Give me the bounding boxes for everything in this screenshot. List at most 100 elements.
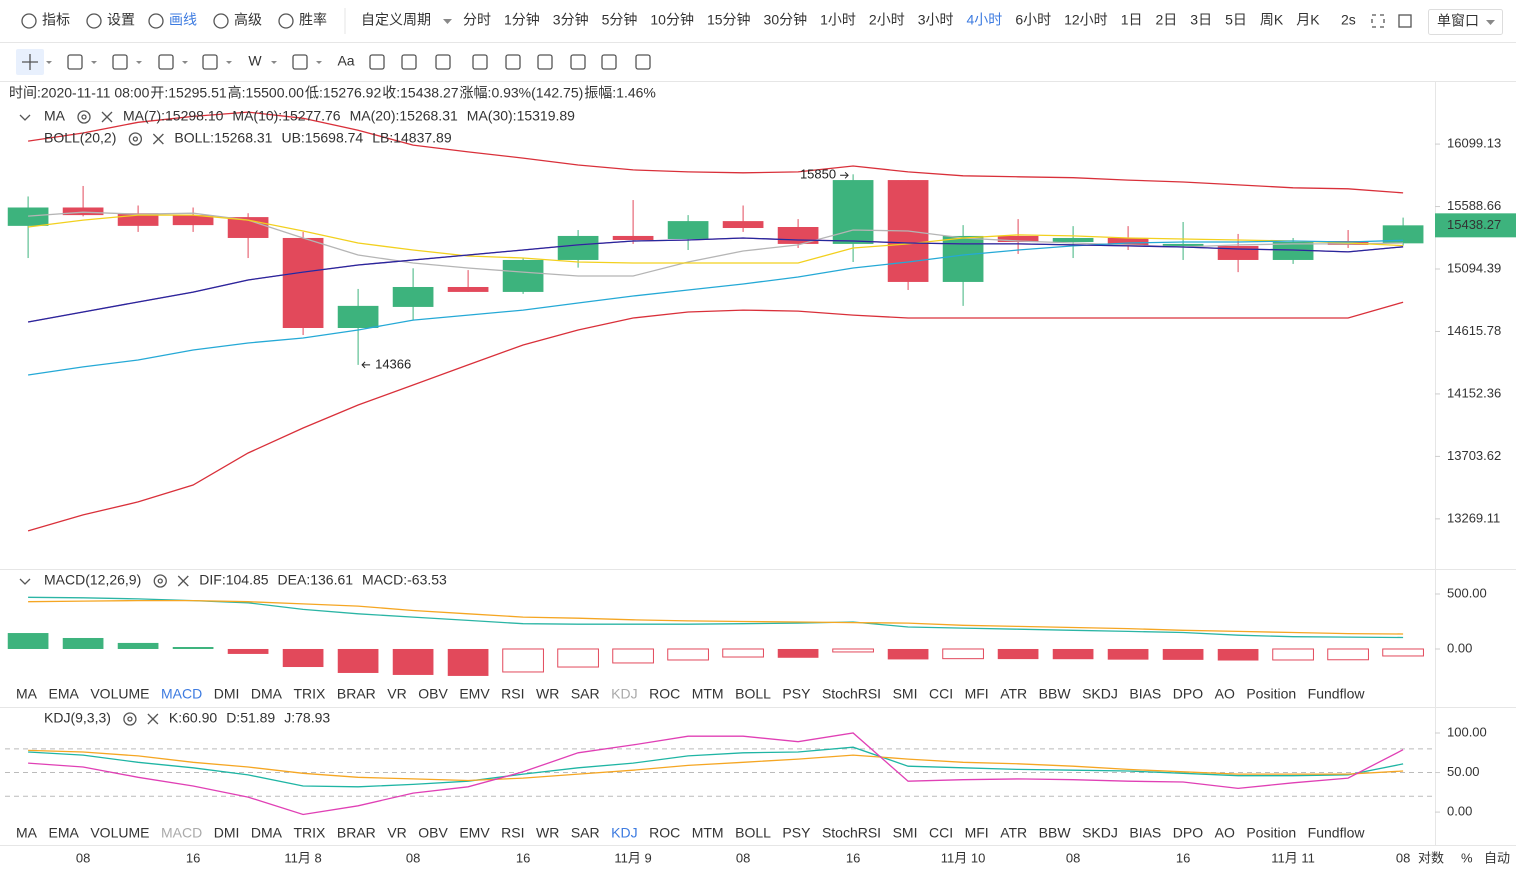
indicator-tab[interactable]: VOLUME	[90, 825, 149, 841]
period-option[interactable]: 6小时	[1015, 12, 1051, 28]
popout-icon[interactable]	[1398, 14, 1412, 28]
toolbar-item[interactable]: 指标	[42, 12, 70, 28]
indicator-tab[interactable]: MA	[16, 686, 38, 702]
window-mode[interactable]: 单窗口	[1437, 13, 1479, 29]
indicator-tab[interactable]: BBW	[1039, 686, 1072, 702]
period-option[interactable]: 分时	[463, 12, 491, 28]
indicator-tab[interactable]: ATR	[1000, 825, 1027, 841]
indicator-tab[interactable]: Fundflow	[1308, 825, 1366, 841]
indicator-tab[interactable]: DMI	[214, 686, 240, 702]
indicator-tab[interactable]: AO	[1215, 686, 1235, 702]
period-option[interactable]: 4小时	[967, 12, 1003, 28]
period-option[interactable]: 周K	[1260, 12, 1284, 28]
refresh-interval[interactable]: 2s	[1341, 12, 1356, 28]
indicator-tab[interactable]: TRIX	[294, 686, 327, 702]
indicator-tab[interactable]: BRAR	[337, 686, 376, 702]
close-icon[interactable]	[101, 111, 113, 123]
period-option[interactable]: 1分钟	[504, 12, 540, 28]
indicator-tab[interactable]: ATR	[1000, 686, 1027, 702]
indicator-tab[interactable]: MTM	[692, 686, 724, 702]
tool-icon[interactable]	[505, 54, 521, 70]
axis-control[interactable]: %	[1461, 850, 1473, 865]
indicator-tab[interactable]: VR	[387, 686, 406, 702]
tool-icon[interactable]	[369, 54, 385, 70]
indicator-tab[interactable]: RSI	[501, 825, 524, 841]
toolbar-item[interactable]: 设置	[107, 12, 135, 28]
axis-control[interactable]: 对数	[1418, 850, 1444, 865]
tool-icon[interactable]	[570, 54, 586, 70]
axis-control[interactable]: 自动	[1484, 850, 1510, 865]
period-option[interactable]: 1小时	[820, 12, 856, 28]
indicator-tab[interactable]: MA	[16, 825, 38, 841]
indicator-tab[interactable]: DMI	[214, 825, 240, 841]
indicator-tab[interactable]: PSY	[782, 825, 811, 841]
indicator-tab[interactable]: TRIX	[294, 825, 327, 841]
indicator-tab[interactable]: DMA	[251, 686, 283, 702]
period-option[interactable]: 30分钟	[764, 12, 808, 28]
indicator-tab[interactable]: VOLUME	[90, 686, 149, 702]
indicator-tab[interactable]: AO	[1215, 825, 1235, 841]
tool-icon[interactable]	[67, 54, 83, 70]
indicator-tab[interactable]: DPO	[1173, 686, 1203, 702]
period-option[interactable]: 1日	[1121, 12, 1143, 28]
period-option[interactable]: 3日	[1190, 12, 1212, 28]
period-option[interactable]: 5日	[1225, 12, 1247, 28]
indicator-tab[interactable]: SKDJ	[1082, 825, 1118, 841]
indicator-tab[interactable]: DMA	[251, 825, 283, 841]
indicator-tab[interactable]: BRAR	[337, 825, 376, 841]
indicator-tab[interactable]: BOLL	[735, 825, 771, 841]
tool-icon[interactable]	[435, 54, 451, 70]
indicator-tab[interactable]: SMI	[893, 825, 918, 841]
indicator-tab[interactable]: MTM	[692, 825, 724, 841]
tool-icon[interactable]	[537, 54, 553, 70]
tool-icon[interactable]	[22, 54, 38, 70]
indicator-tab[interactable]: WR	[536, 686, 559, 702]
indicator-tab[interactable]: MACD	[161, 825, 202, 841]
indicator-tab[interactable]: EMA	[49, 686, 80, 702]
period-dropdown[interactable]: 自定义周期	[361, 12, 431, 28]
indicator-tab[interactable]: StochRSI	[822, 686, 881, 702]
toolbar-item[interactable]: 画线	[169, 12, 197, 28]
indicator-tab[interactable]: EMV	[459, 825, 490, 841]
period-option[interactable]: 2小时	[869, 12, 905, 28]
indicator-tab[interactable]: EMA	[49, 825, 80, 841]
indicator-tab[interactable]: MACD	[161, 686, 202, 702]
indicator-tab[interactable]: Position	[1246, 686, 1296, 702]
period-option[interactable]: 月K	[1296, 12, 1320, 28]
period-option[interactable]: 3小时	[918, 12, 954, 28]
indicator-tab[interactable]: KDJ	[611, 686, 637, 702]
toolbar-item[interactable]: 高级	[234, 12, 262, 28]
tool-icon[interactable]	[401, 54, 417, 70]
indicator-tab[interactable]: CCI	[929, 686, 953, 702]
period-option[interactable]: 2日	[1155, 12, 1177, 28]
window-mode-box[interactable]	[1428, 9, 1503, 35]
indicator-tab[interactable]: EMV	[459, 686, 490, 702]
toolbar-item[interactable]: 胜率	[299, 12, 327, 28]
period-option[interactable]: 3分钟	[553, 12, 589, 28]
tool-icon[interactable]	[601, 54, 617, 70]
indicator-tab[interactable]: OBV	[418, 686, 448, 702]
tool-label[interactable]: W	[248, 53, 262, 69]
indicator-tab[interactable]: BIAS	[1129, 686, 1161, 702]
indicator-tab[interactable]: OBV	[418, 825, 448, 841]
close-icon[interactable]	[147, 713, 159, 725]
indicator-tab[interactable]: BBW	[1039, 825, 1072, 841]
indicator-tab[interactable]: WR	[536, 825, 559, 841]
tool-icon[interactable]	[635, 54, 651, 70]
close-icon[interactable]	[152, 133, 164, 145]
indicator-tab[interactable]: BIAS	[1129, 825, 1161, 841]
indicator-tab[interactable]: Position	[1246, 825, 1296, 841]
indicator-tab[interactable]: MFI	[965, 825, 989, 841]
indicator-tab[interactable]: StochRSI	[822, 825, 881, 841]
tool-icon[interactable]	[158, 54, 174, 70]
tool-icon[interactable]	[292, 54, 308, 70]
period-option[interactable]: 12小时	[1064, 12, 1108, 28]
indicator-tab[interactable]: Fundflow	[1308, 686, 1366, 702]
indicator-tab[interactable]: SMI	[893, 686, 918, 702]
indicator-tab[interactable]: MFI	[965, 686, 989, 702]
close-icon[interactable]	[177, 575, 189, 587]
indicator-tab[interactable]: KDJ	[611, 825, 637, 841]
indicator-tab[interactable]: RSI	[501, 686, 524, 702]
tool-icon[interactable]	[112, 54, 128, 70]
period-option[interactable]: 5分钟	[602, 12, 638, 28]
